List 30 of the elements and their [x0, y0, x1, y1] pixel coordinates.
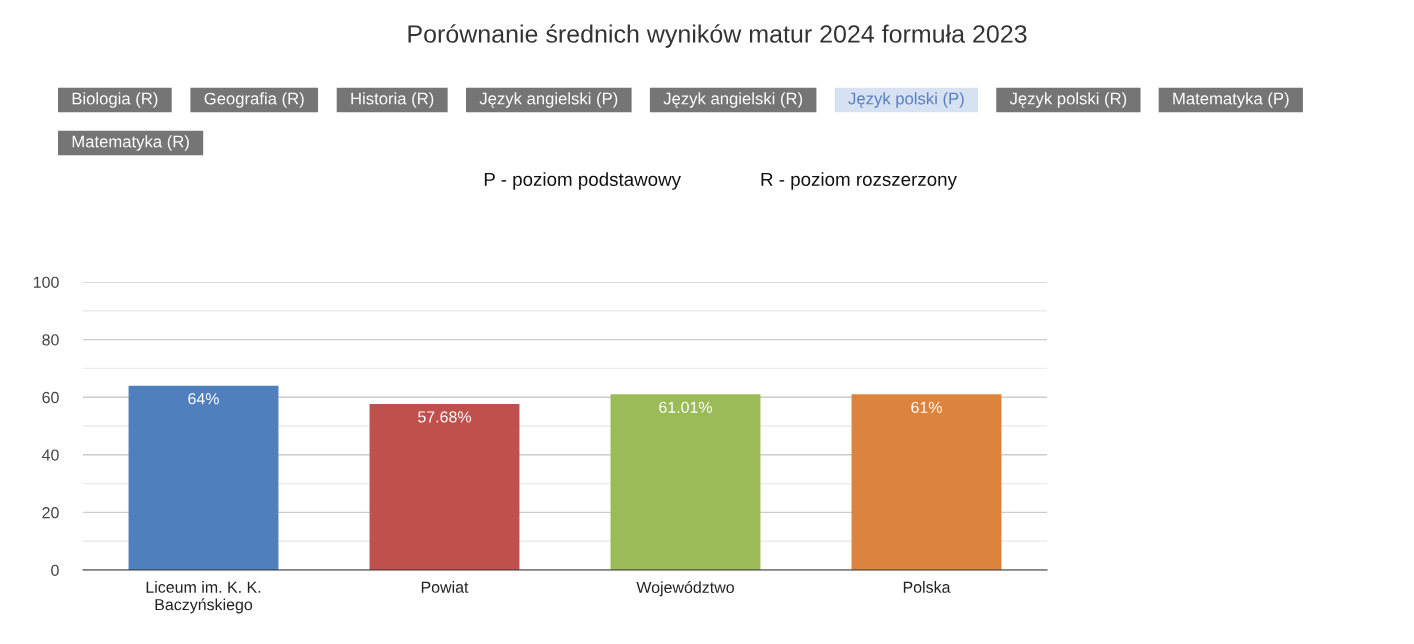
x-tick-label: Powiat — [421, 581, 469, 593]
x-tick-label: Polska — [903, 581, 951, 593]
text: Matematyka (P) — [1173, 92, 1289, 108]
text: Język angielski (R) — [663, 92, 803, 108]
text: Geografia (R) — [204, 92, 304, 108]
data-label: 61.01% — [659, 401, 713, 413]
text: R - poziom rozszerzony — [761, 172, 957, 190]
y-tick-label: 60 — [42, 391, 59, 404]
chart-title: Porównanie średnich wyników matur 2024 formuła 2023 — [408, 24, 1027, 48]
x-tick-label: Liceum im. K. K. Baczyńskiego — [146, 581, 261, 614]
data-label: 61% — [911, 401, 942, 413]
y-tick-label: 100 — [33, 276, 59, 288]
y-tick-label: 80 — [42, 334, 59, 346]
bar — [851, 394, 1002, 570]
y-tick-label: 20 — [42, 507, 59, 519]
y-tick-label: 0 — [51, 564, 59, 576]
text: Język polski (P) — [848, 92, 964, 108]
bar — [610, 394, 761, 570]
text: Historia (R) — [351, 92, 434, 108]
data-label: 64% — [188, 393, 219, 405]
data-label: 57.68% — [418, 411, 472, 423]
text: Język polski (R) — [1009, 92, 1127, 108]
bar — [128, 385, 279, 570]
bar — [369, 403, 520, 570]
text: Język angielski (P) — [479, 92, 618, 108]
x-tick-label: Województwo — [636, 581, 734, 597]
text: Matematyka (R) — [72, 135, 189, 151]
text: P - poziom podstawowy — [484, 172, 681, 190]
y-tick-label: 40 — [41, 449, 59, 461]
text: Biologia (R) — [72, 92, 158, 108]
